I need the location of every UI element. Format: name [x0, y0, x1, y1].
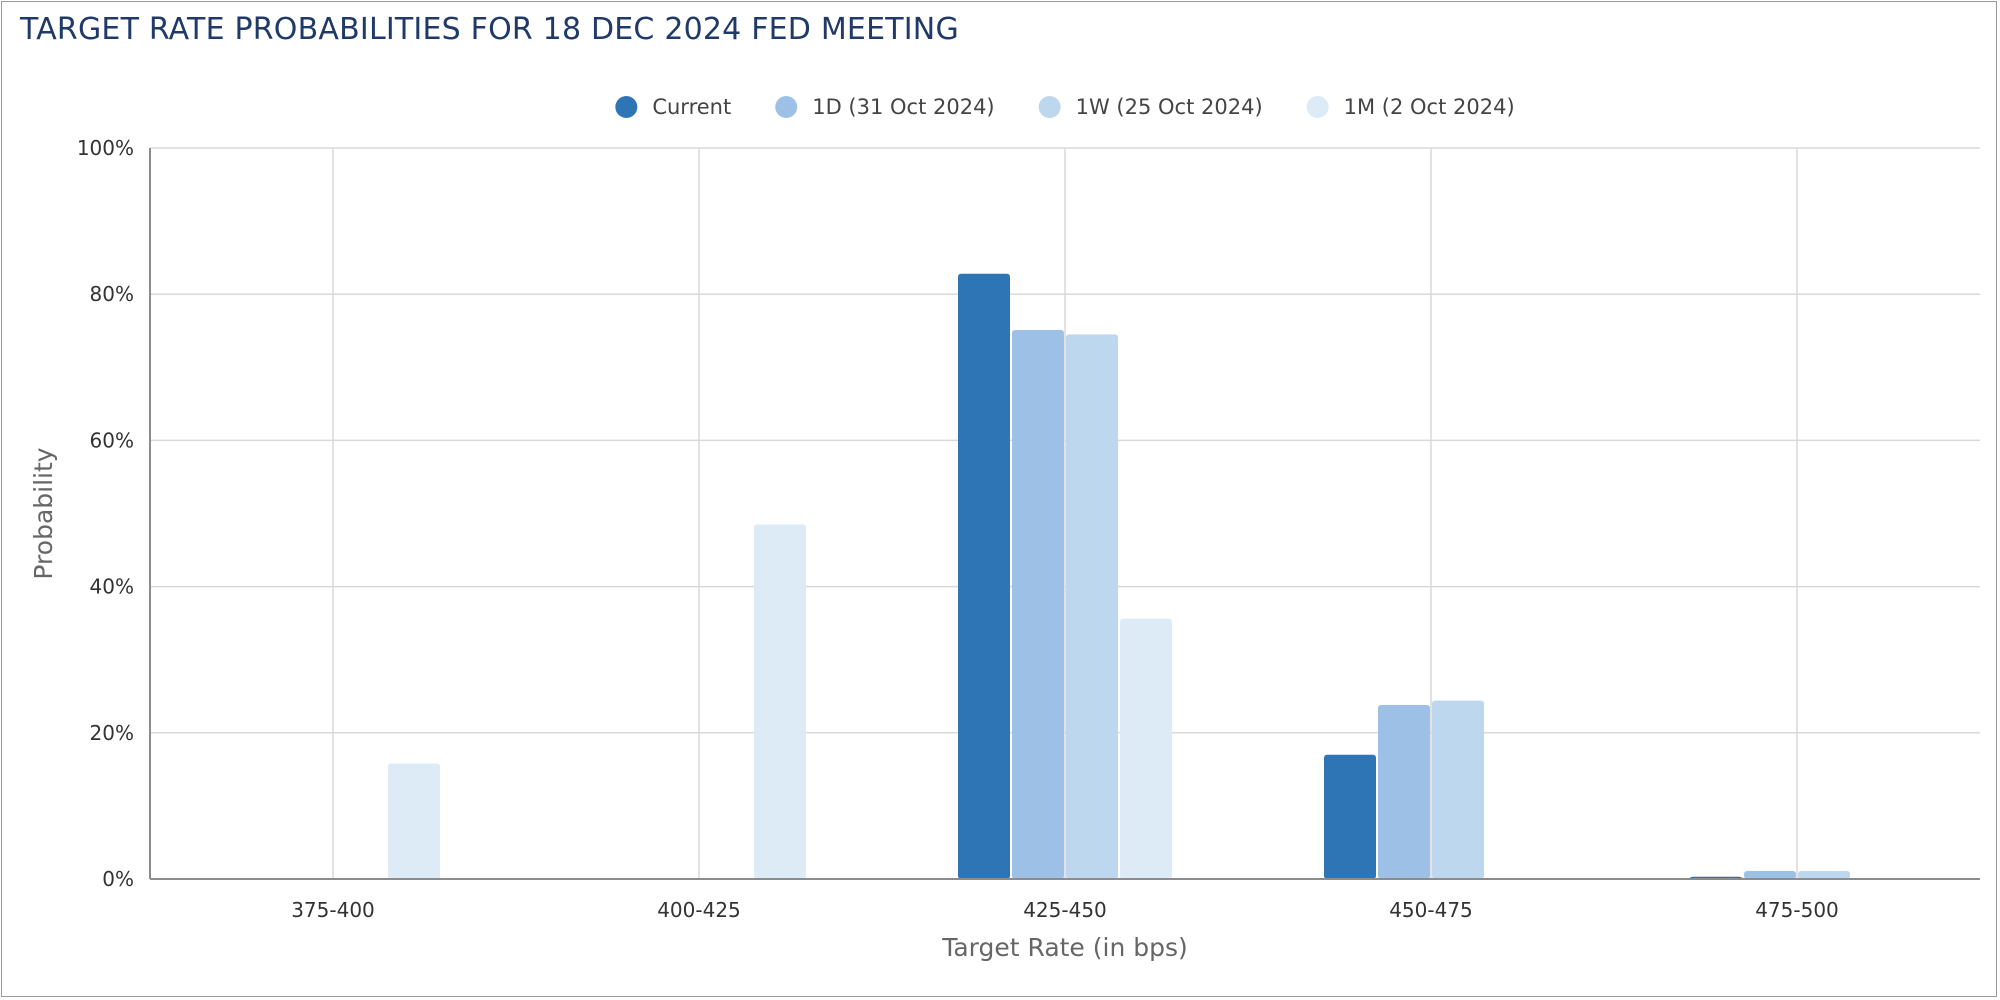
x-tick-label: 425-450 [1023, 898, 1107, 922]
axes [149, 148, 1980, 880]
y-tick-label: 0% [102, 867, 134, 891]
legend-item[interactable]: 1D (31 Oct 2024) [775, 95, 995, 119]
tick-labels: 0% 20% 40% 60% 80% 100% 375-400 400-425 425-450 4… [77, 136, 1839, 922]
legend-item[interactable]: 1W (25 Oct 2024) [1038, 95, 1263, 119]
legend-item[interactable]: Current [615, 95, 731, 119]
y-tick-label: 40% [90, 575, 134, 599]
x-tick-label: 450-475 [1389, 898, 1473, 922]
legend-label: Current [652, 95, 731, 119]
legend-label: 1W (25 Oct 2024) [1076, 95, 1263, 119]
y-tick-label: 20% [90, 721, 134, 745]
legend-marker [775, 96, 798, 118]
bar [388, 763, 440, 879]
legend-marker [1306, 96, 1329, 118]
bar [1798, 870, 1850, 879]
bar [1120, 618, 1172, 879]
y-tick-label: 80% [90, 282, 134, 306]
y-tick-label: 100% [77, 136, 134, 160]
gridlines [150, 147, 1980, 879]
x-tick-label: 475-500 [1755, 898, 1839, 922]
legend-item[interactable]: 1M (2 Oct 2024) [1306, 95, 1515, 119]
bar [754, 524, 806, 879]
bar [1066, 334, 1118, 879]
bar [1744, 870, 1796, 879]
bar [1324, 754, 1376, 879]
chart-title: TARGET RATE PROBABILITIES FOR 18 DEC 202… [20, 12, 959, 47]
bar [1432, 700, 1484, 879]
y-axis-title: Probability [29, 447, 58, 579]
y-tick-label: 60% [90, 428, 134, 452]
x-tick-label: 400-425 [657, 898, 741, 922]
bar [958, 273, 1010, 879]
legend-marker [615, 96, 638, 118]
bars [388, 273, 1850, 879]
legend: Current 1D (31 Oct 2024) 1W (25 Oct 2024) 1… [615, 95, 1515, 119]
x-axis-title: Target Rate (in bps) [941, 933, 1188, 962]
x-tick-label: 375-400 [291, 898, 375, 922]
bar [1378, 705, 1430, 879]
legend-label: 1D (31 Oct 2024) [812, 95, 994, 119]
legend-marker [1038, 96, 1061, 118]
bar [1012, 330, 1064, 879]
legend-label: 1M (2 Oct 2024) [1344, 95, 1515, 119]
